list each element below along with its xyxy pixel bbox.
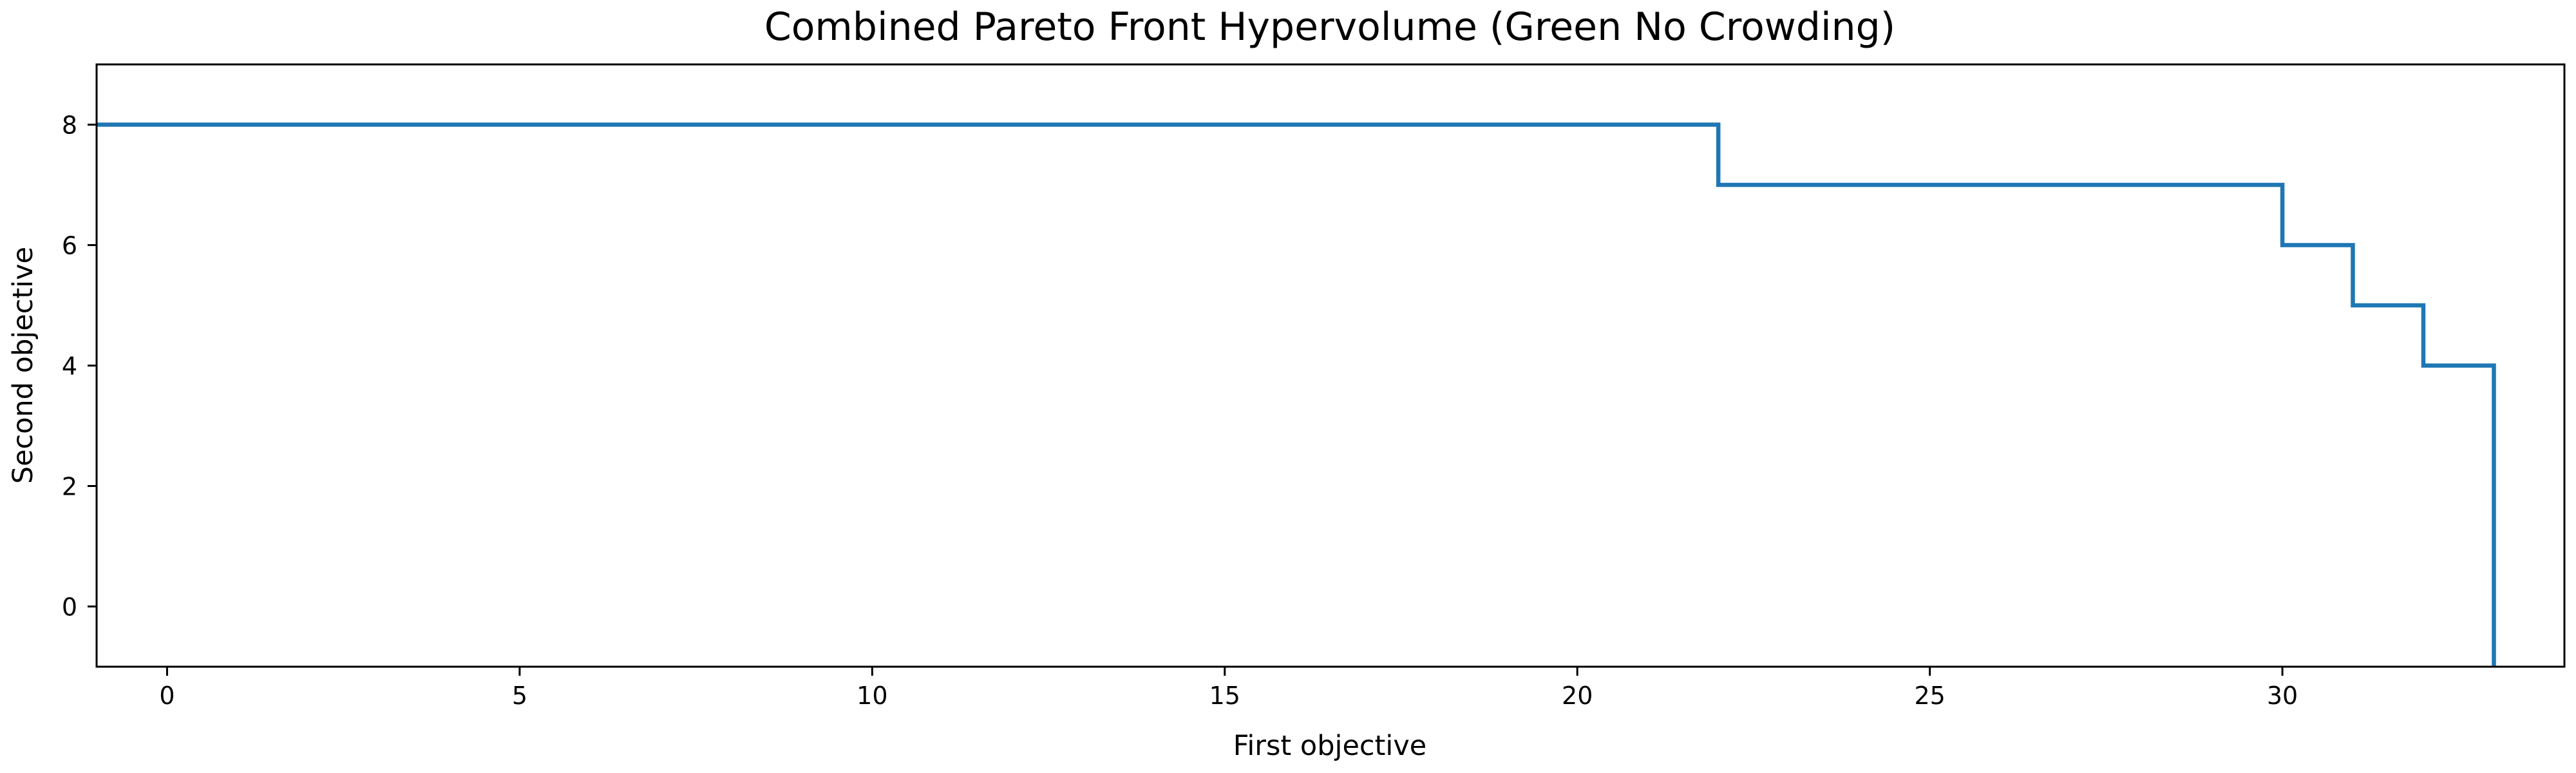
x-tick-label: 15: [1209, 682, 1240, 710]
y-axis-label: Second objective: [7, 247, 39, 484]
axes-frame: [95, 63, 2566, 668]
x-tick-label: 0: [159, 682, 175, 710]
series-line-0: [97, 122, 2496, 667]
x-tick-label: 10: [857, 682, 887, 710]
x-axis-label: First objective: [1233, 730, 1427, 762]
x-tick-label: 20: [1562, 682, 1593, 710]
x-tick-label: 25: [1914, 682, 1945, 710]
y-tick-label: 6: [62, 232, 77, 260]
y-tick-label: 2: [62, 473, 77, 501]
x-tick-label: 30: [2267, 682, 2298, 710]
y-tick-label: 0: [62, 593, 77, 622]
y-tick-label: 8: [62, 111, 77, 140]
y-tick-label: 4: [62, 352, 77, 381]
chart-title: Combined Pareto Front Hypervolume (Green…: [764, 5, 1895, 50]
x-tick-label: 5: [512, 682, 527, 710]
plot-area: 0 5 10 15 20 25 30 0 2 4 6 8: [62, 63, 2566, 710]
